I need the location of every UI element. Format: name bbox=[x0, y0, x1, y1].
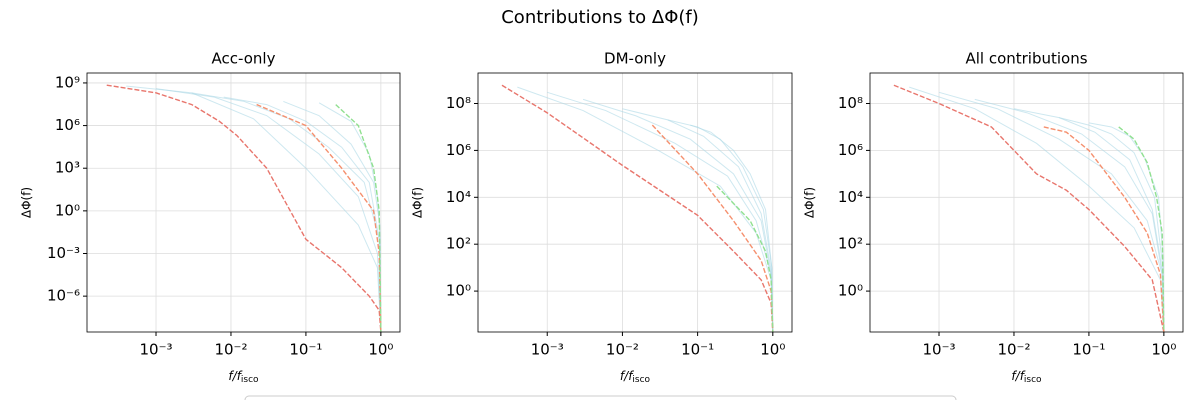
y-tick-label: 10⁶ bbox=[55, 116, 80, 134]
plot-area bbox=[501, 84, 774, 332]
figure-title: Contributions to ΔΦ(f) bbox=[501, 7, 699, 28]
legend-box bbox=[244, 395, 957, 400]
x-axis-label-sub: isco bbox=[1024, 375, 1042, 385]
y-axis-label: ΔΦ(f) bbox=[20, 187, 34, 218]
y-tick-label: 10² bbox=[446, 235, 471, 253]
y-tick-label: 10⁸ bbox=[446, 94, 471, 112]
axes-frame bbox=[477, 72, 793, 333]
y-tick-label: 10³ bbox=[55, 159, 80, 177]
plot-area bbox=[106, 84, 382, 332]
y-tick-label: 10⁴ bbox=[446, 188, 471, 206]
y-tick-label: 10⁰ bbox=[55, 201, 80, 219]
line bbox=[1088, 122, 1165, 332]
x-tick-label: 10⁻¹ bbox=[289, 341, 322, 359]
x-tick-label: 10⁻³ bbox=[531, 341, 564, 359]
x-tick-label: 10⁻³ bbox=[923, 341, 956, 359]
x-axis-label-sub: isco bbox=[241, 375, 259, 385]
subplot-title: All contributions bbox=[965, 50, 1087, 68]
x-tick-label: 10⁰ bbox=[1151, 341, 1176, 359]
y-tick-label: 10⁻³ bbox=[47, 244, 80, 262]
y-tick-label: 10⁰ bbox=[838, 282, 863, 300]
x-axis-label: f/fisco bbox=[1011, 369, 1042, 385]
axes-frame bbox=[86, 72, 401, 333]
x-axis-label-sub: isco bbox=[632, 375, 650, 385]
x-tick-label: 10⁻² bbox=[606, 341, 639, 359]
line bbox=[909, 86, 1165, 332]
subplot-title: Acc-only bbox=[212, 50, 276, 68]
dashed-line bbox=[106, 84, 382, 332]
y-tick-label: 10⁰ bbox=[446, 282, 471, 300]
y-tick-label: 10⁻⁶ bbox=[47, 287, 80, 305]
y-axis-label: ΔΦ(f) bbox=[411, 187, 425, 218]
dashed-line bbox=[893, 84, 1165, 332]
y-tick-label: 10⁶ bbox=[838, 141, 863, 159]
x-tick-label: 10⁰ bbox=[368, 341, 393, 359]
axes-frame bbox=[869, 72, 1184, 333]
x-axis-label: f/fisco bbox=[228, 369, 259, 385]
dashed-line bbox=[716, 185, 774, 332]
x-axis-label-main: f/f bbox=[1011, 369, 1025, 383]
x-tick-label: 10⁻¹ bbox=[1072, 341, 1105, 359]
y-tick-label: 10² bbox=[838, 235, 863, 253]
x-tick-label: 10⁻² bbox=[997, 341, 1030, 359]
y-tick-label: 10⁹ bbox=[55, 73, 80, 91]
dashed-line bbox=[1043, 126, 1165, 332]
x-axis-label-main: f/f bbox=[228, 369, 242, 383]
dashed-line bbox=[256, 103, 382, 332]
plot-area bbox=[893, 84, 1165, 332]
subplot-title: DM-only bbox=[604, 50, 666, 68]
y-tick-label: 10⁴ bbox=[838, 188, 863, 206]
line bbox=[155, 88, 382, 332]
x-tick-label: 10⁰ bbox=[760, 341, 785, 359]
line bbox=[690, 124, 774, 332]
y-axis-label: ΔΦ(f) bbox=[803, 187, 817, 218]
x-tick-label: 10⁻² bbox=[214, 341, 247, 359]
dashed-line bbox=[501, 84, 774, 332]
dashed-line bbox=[1118, 126, 1165, 332]
y-tick-label: 10⁸ bbox=[838, 94, 863, 112]
x-axis-label-main: f/f bbox=[620, 369, 634, 383]
x-tick-label: 10⁻³ bbox=[140, 341, 173, 359]
x-tick-label: 10⁻¹ bbox=[681, 341, 714, 359]
y-tick-label: 10⁶ bbox=[446, 141, 471, 159]
x-axis-label: f/fisco bbox=[620, 369, 651, 385]
